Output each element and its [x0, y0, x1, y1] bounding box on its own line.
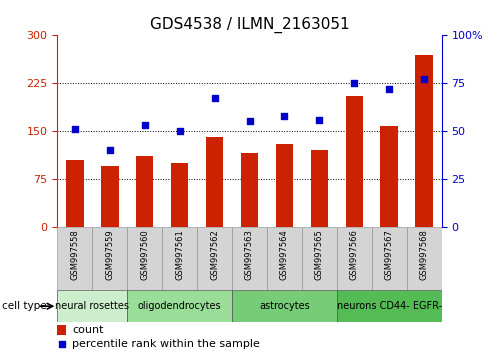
Bar: [162, 227, 197, 290]
Point: [246, 119, 253, 124]
Point: [385, 86, 393, 92]
Bar: [101, 166, 119, 227]
Point: [176, 128, 184, 134]
Bar: [302, 227, 337, 290]
Text: GSM997567: GSM997567: [385, 229, 394, 280]
Text: GSM997558: GSM997558: [70, 229, 79, 280]
Point: [106, 147, 114, 153]
Bar: [171, 163, 189, 227]
Text: GSM997565: GSM997565: [315, 229, 324, 280]
Point: [71, 126, 79, 132]
Bar: [57, 227, 92, 290]
Text: GSM997560: GSM997560: [140, 229, 149, 280]
Bar: [345, 96, 363, 227]
Text: GSM997568: GSM997568: [420, 229, 429, 280]
Title: GDS4538 / ILMN_2163051: GDS4538 / ILMN_2163051: [150, 16, 349, 33]
Text: oligodendrocytes: oligodendrocytes: [138, 301, 222, 311]
Text: GSM997566: GSM997566: [350, 229, 359, 280]
Bar: [407, 227, 442, 290]
Bar: [372, 227, 407, 290]
Text: GSM997559: GSM997559: [105, 229, 114, 280]
Bar: [136, 156, 154, 227]
Text: GSM997561: GSM997561: [175, 229, 184, 280]
Bar: [66, 160, 84, 227]
Bar: [310, 150, 328, 227]
Bar: [92, 227, 127, 290]
Bar: [232, 290, 337, 322]
Bar: [415, 55, 433, 227]
Point: [315, 117, 323, 122]
Bar: [127, 290, 232, 322]
Bar: [337, 227, 372, 290]
Point: [350, 80, 358, 86]
Point: [57, 341, 65, 347]
Text: percentile rank within the sample: percentile rank within the sample: [72, 339, 260, 349]
Bar: [337, 290, 442, 322]
Bar: [57, 325, 66, 335]
Bar: [380, 126, 398, 227]
Text: count: count: [72, 325, 104, 335]
Bar: [197, 227, 232, 290]
Text: cell type: cell type: [2, 301, 47, 311]
Text: GSM997563: GSM997563: [245, 229, 254, 280]
Point: [280, 113, 288, 119]
Text: GSM997564: GSM997564: [280, 229, 289, 280]
Text: astrocytes: astrocytes: [259, 301, 310, 311]
Bar: [57, 290, 127, 322]
Text: neural rosettes: neural rosettes: [55, 301, 129, 311]
Point: [141, 122, 149, 128]
Bar: [127, 227, 162, 290]
Point: [211, 96, 219, 101]
Bar: [275, 144, 293, 227]
Point: [420, 76, 428, 82]
Text: GSM997562: GSM997562: [210, 229, 219, 280]
Bar: [206, 137, 224, 227]
Bar: [241, 153, 258, 227]
Bar: [232, 227, 267, 290]
Bar: [267, 227, 302, 290]
Text: neurons CD44- EGFR-: neurons CD44- EGFR-: [337, 301, 442, 311]
